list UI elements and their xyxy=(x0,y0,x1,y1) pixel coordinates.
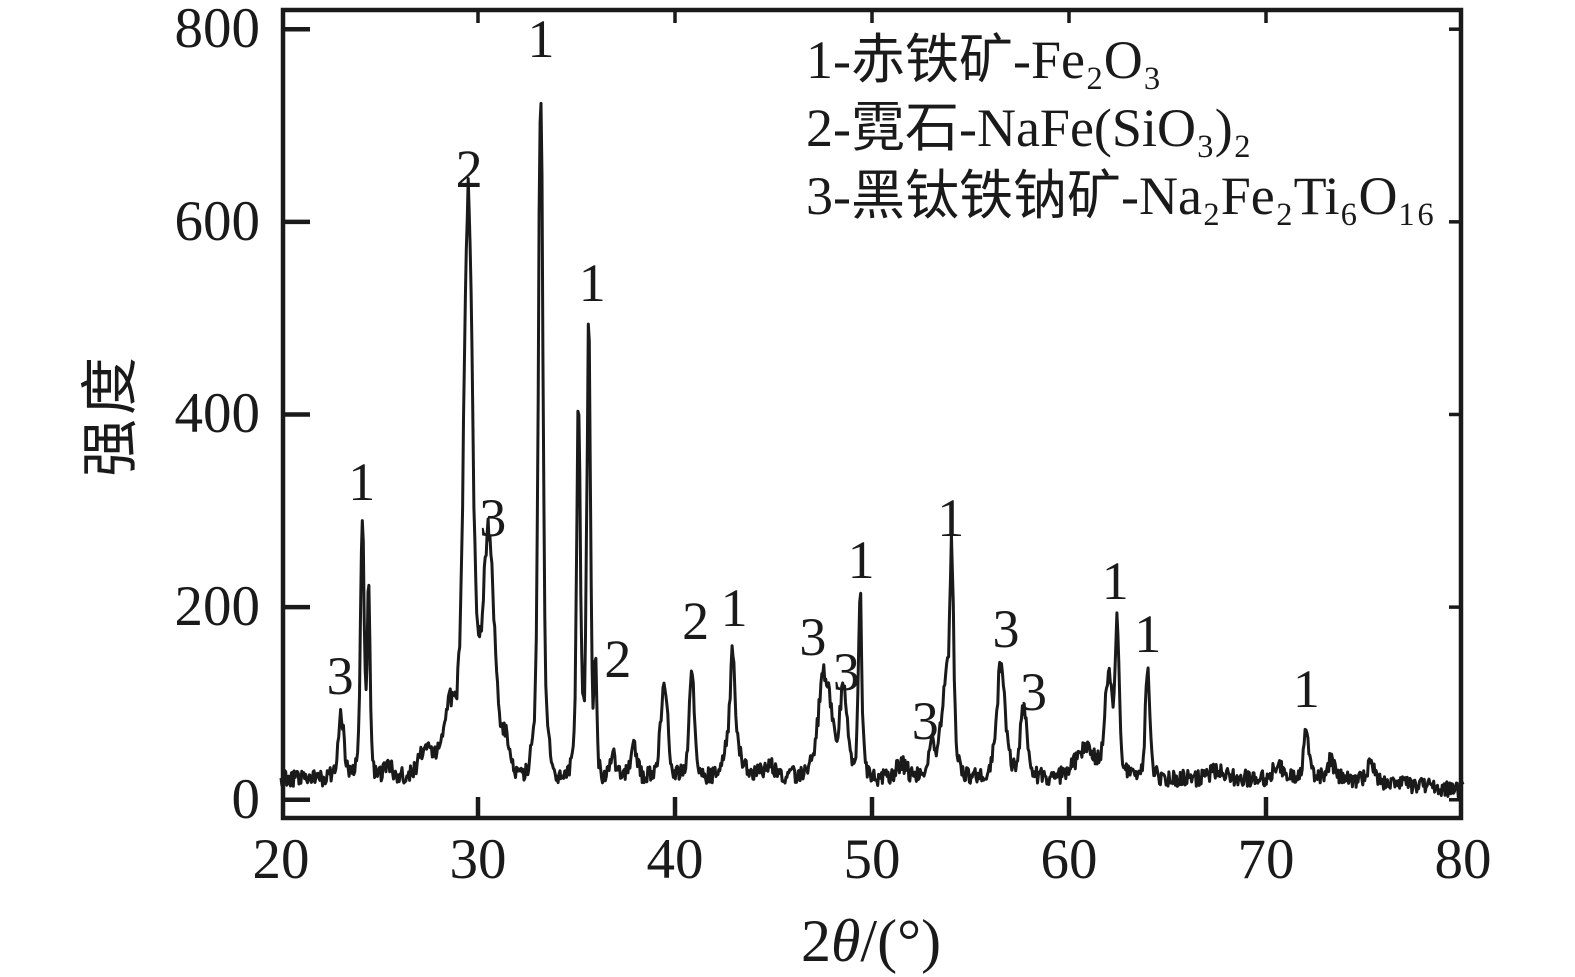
theta-symbol: θ xyxy=(830,908,861,974)
peak-label: 3 xyxy=(479,487,507,548)
x-tick-label: 60 xyxy=(1040,828,1098,891)
x-tick-label: 30 xyxy=(449,828,507,891)
peak-label: 3 xyxy=(911,690,939,751)
peak-label: 1 xyxy=(1101,551,1129,612)
peak-label: 3 xyxy=(832,641,860,702)
peak-label: 2 xyxy=(682,590,710,651)
legend-entry-freudenbergite: 3-黑钛铁钠矿-Na₂Fe₂Ti₆O₁₆ xyxy=(806,166,1436,226)
x-tick-label: 20 xyxy=(252,828,310,891)
x-tick-label: 70 xyxy=(1237,828,1295,891)
x-axis-title-suffix: /(°) xyxy=(860,908,942,974)
legend-entry-aegirine: 2-霓石-NaFe(SiO₃)₂ xyxy=(806,98,1252,158)
phase-legend: 1-赤铁矿-Fe₂O₃ 2-霓石-NaFe(SiO₃)₂ 3-黑钛铁钠矿-Na₂… xyxy=(806,26,1435,230)
peak-label: 1 xyxy=(847,529,875,590)
peak-label: 1 xyxy=(527,8,555,69)
xrd-trace xyxy=(279,101,1465,799)
peak-label: 1 xyxy=(937,487,965,548)
peak-label: 3 xyxy=(799,606,827,667)
peak-label: 3 xyxy=(1020,661,1048,722)
peak-label: 1 xyxy=(348,451,376,512)
peak-label: 2 xyxy=(604,629,632,690)
x-axis-title: 2θ/(°) xyxy=(801,910,941,972)
y-tick-label: 200 xyxy=(174,575,261,639)
peak-label: 3 xyxy=(326,646,354,707)
legend-entry-hematite: 1-赤铁矿-Fe₂O₃ xyxy=(806,30,1162,90)
y-tick-label: 600 xyxy=(174,189,261,253)
x-axis-title-prefix: 2 xyxy=(800,908,831,974)
peak-label: 2 xyxy=(455,138,483,199)
x-tick-label: 80 xyxy=(1434,828,1492,891)
peak-label: 1 xyxy=(1134,604,1162,665)
x-tick-label: 40 xyxy=(646,828,704,891)
y-tick-label: 400 xyxy=(174,382,261,446)
peak-label: 3 xyxy=(992,599,1020,660)
plot-border xyxy=(280,7,1464,821)
x-tick-label: 50 xyxy=(843,828,901,891)
y-tick-label: 800 xyxy=(174,0,261,61)
peak-label: 1 xyxy=(1292,659,1320,719)
peak-label: 1 xyxy=(720,578,748,639)
peak-label: 1 xyxy=(578,252,606,313)
y-tick-label: 0 xyxy=(231,767,261,831)
